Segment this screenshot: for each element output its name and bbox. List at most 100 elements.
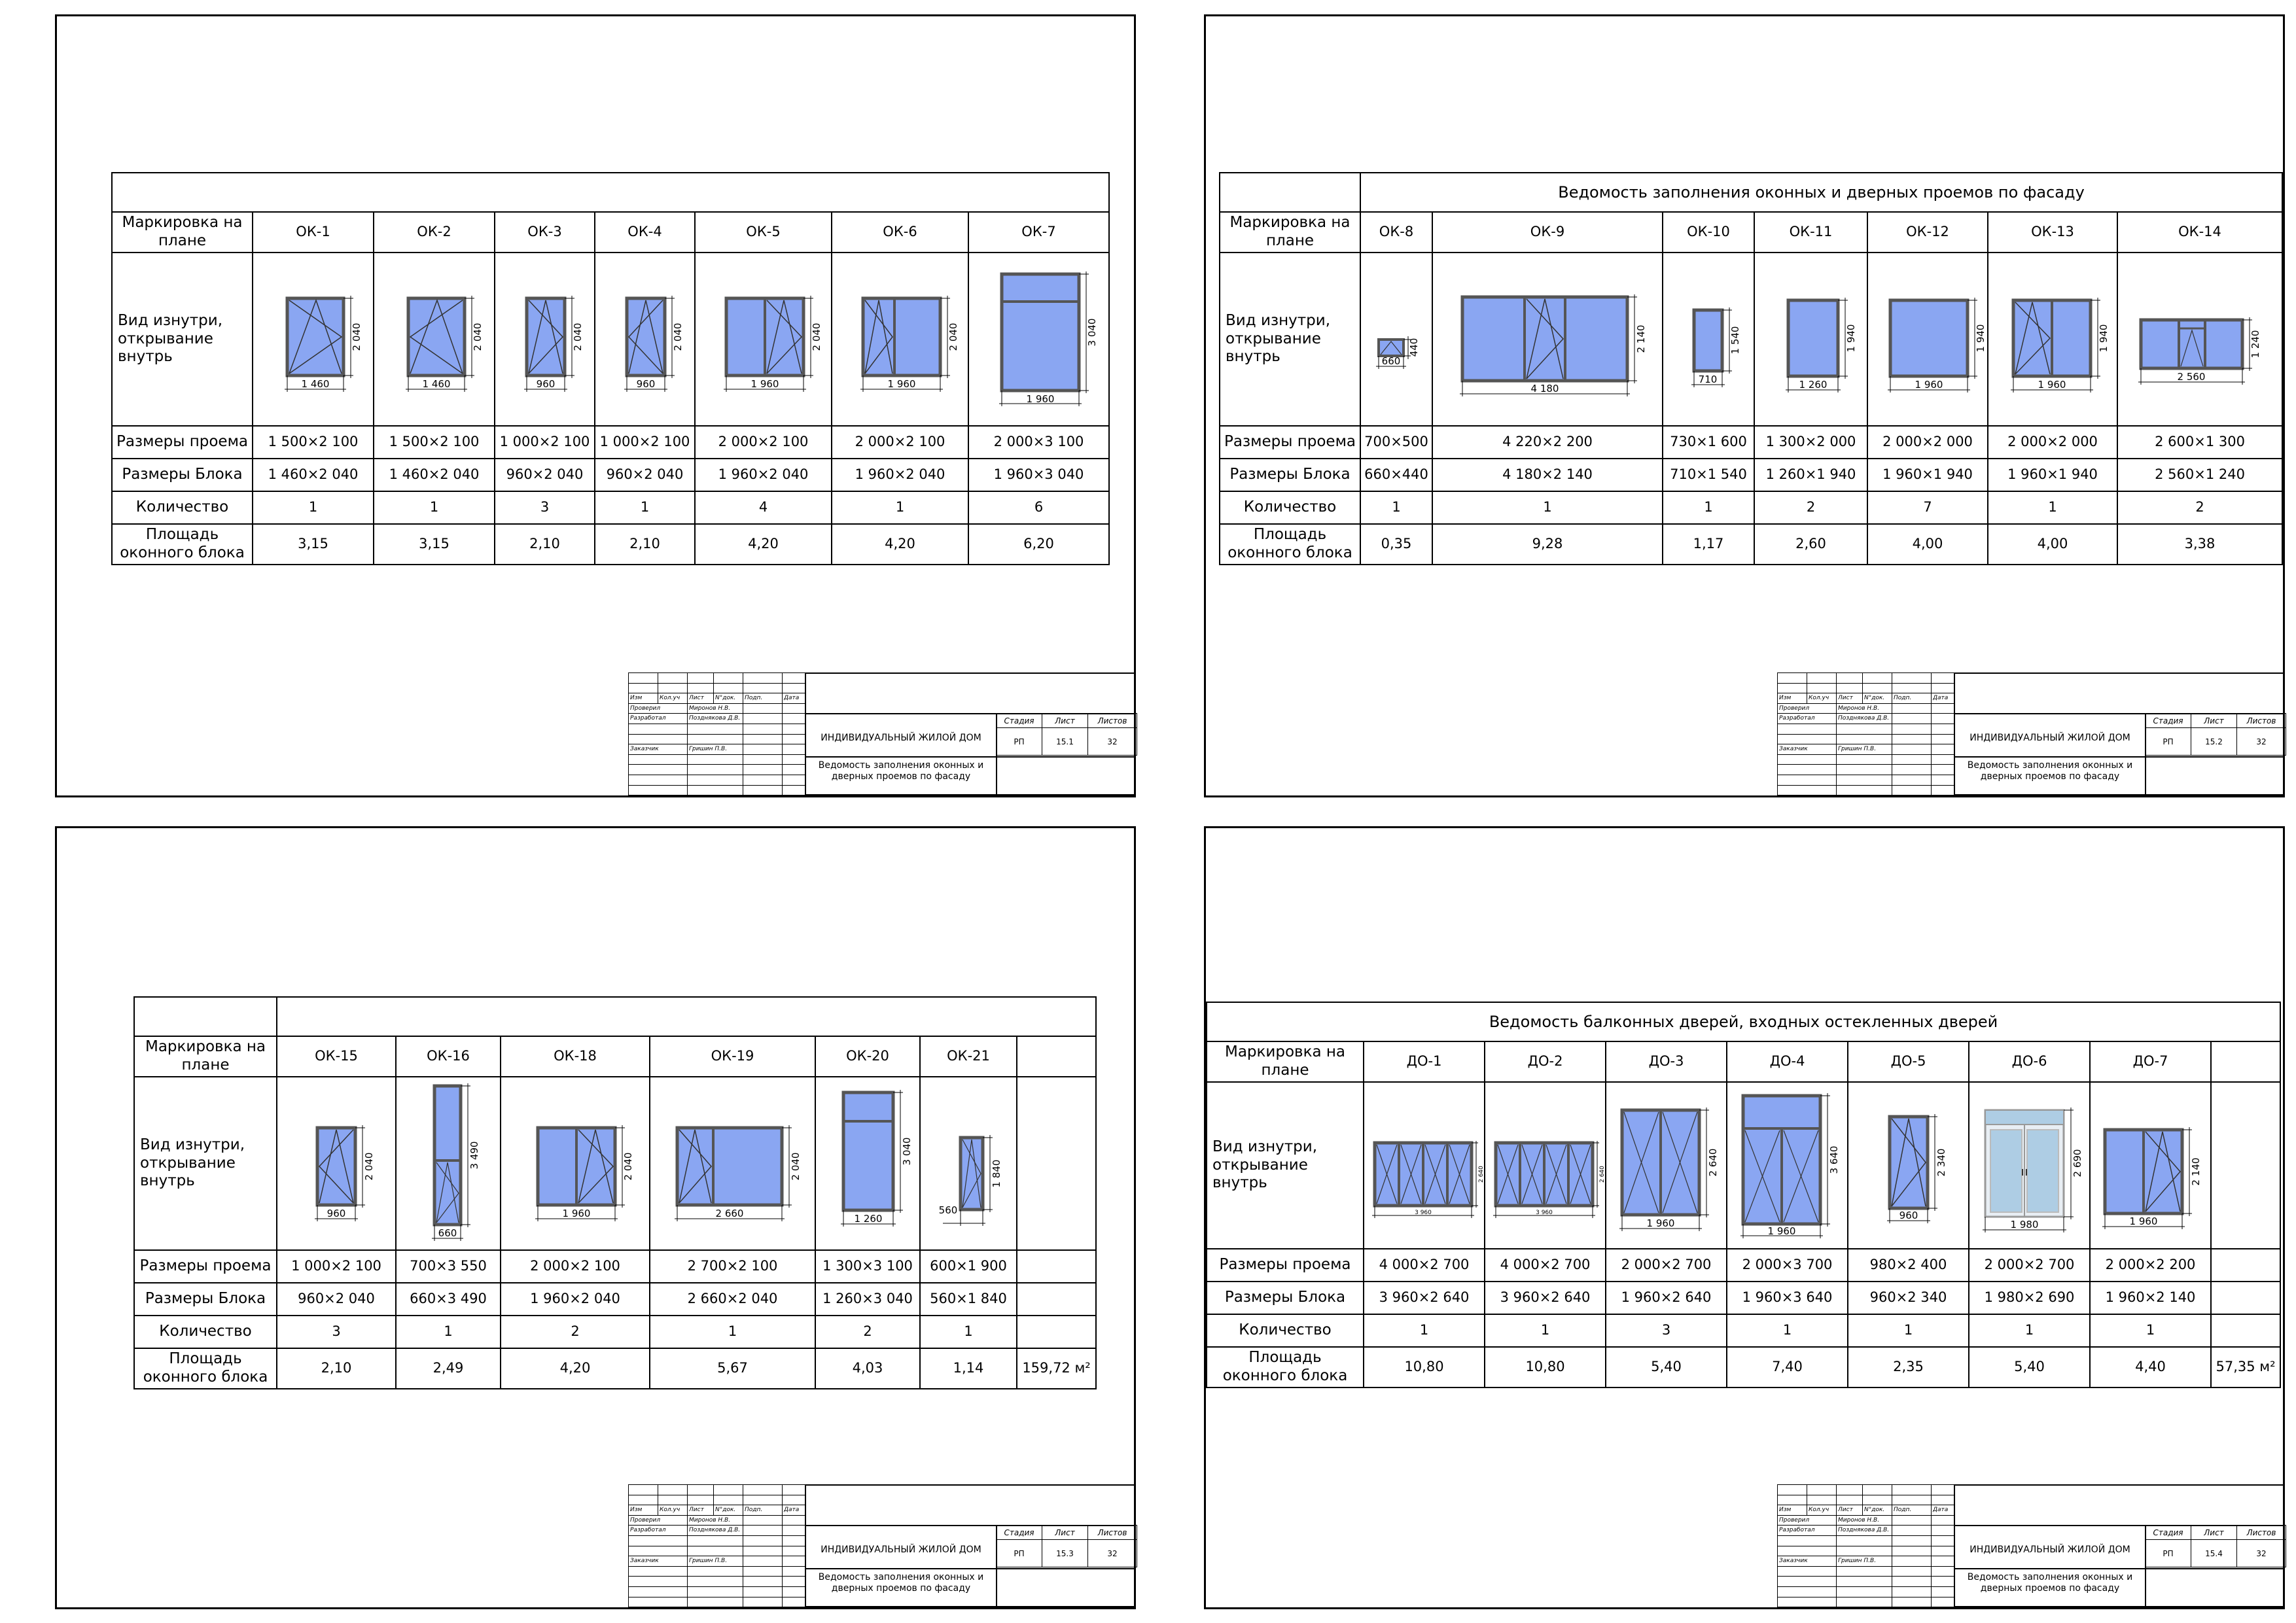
quantity: 1: [649, 1315, 816, 1349]
empty-cell: [2210, 1081, 2282, 1249]
quantity: 4: [694, 491, 832, 525]
quantity: 1: [373, 491, 495, 525]
quantity: 1: [919, 1315, 1017, 1349]
window-drawing-cell: 960 2 040: [594, 252, 696, 427]
opening-size: 600×1 900: [919, 1249, 1017, 1283]
row-label-opening: Размеры проема: [111, 425, 253, 459]
window-drawing-cell: 710 1 540: [1662, 252, 1755, 427]
quantity: 1: [1847, 1314, 1969, 1348]
door-drawing-cell: 3 960 2 640: [1363, 1081, 1485, 1249]
window-drawing-cell: 1 960 3 040: [968, 252, 1110, 427]
project-name: ИНДИВИДУАЛЬНЫЙ ЖИЛОЙ ДОМ: [1969, 1544, 2130, 1555]
area: 1,14: [919, 1348, 1017, 1389]
quantity: 3: [1605, 1314, 1727, 1348]
area: 5,40: [1968, 1346, 2091, 1388]
row-label-area: Площадь оконного блока: [111, 523, 253, 565]
window-drawing-cell: 1 960 2 040: [694, 252, 832, 427]
title-block-4: Изм Кол.уч Лист N°док. Подп. Дата Проверил Мир…: [1777, 1484, 2286, 1608]
quantity: 1: [1987, 491, 2118, 525]
block-size: 1 960×2 140: [2089, 1281, 2212, 1315]
dim-width: 3 960: [1415, 1210, 1432, 1216]
dim-height: 2 140: [1635, 324, 1647, 353]
opening-size: 1 500×2 100: [252, 425, 374, 459]
window-drawing-ok-7: 1 960 3 040: [998, 271, 1098, 406]
area: 2,10: [276, 1348, 397, 1389]
block-size: 1 960×3 040: [968, 458, 1110, 492]
schedule-table-2: Ведомость заполнения оконных и дверных п…: [1219, 172, 2284, 565]
area: 3,15: [252, 523, 374, 565]
empty-cell: [2210, 1041, 2282, 1083]
door-drawing-cell: 960 2 340: [1847, 1081, 1969, 1249]
empty-cell: [1016, 1036, 1097, 1077]
opening-size: 2 000×2 700: [1605, 1248, 1727, 1282]
block-size: 4 180×2 140: [1432, 458, 1663, 492]
dim-width: 560: [939, 1204, 958, 1216]
area: 4,20: [694, 523, 832, 565]
dim-width: 1 960: [2038, 379, 2066, 391]
row-label-block: Размеры Блока: [1206, 1281, 1364, 1315]
row-label-block: Размеры Блока: [133, 1282, 277, 1316]
block-size: 560×1 840: [919, 1282, 1017, 1316]
window-drawing-ok-5: 1 960 2 040: [723, 295, 822, 392]
window-drawing-cell: 1 460 2 040: [252, 252, 374, 427]
opening-size: 2 000×2 700: [1968, 1248, 2091, 1282]
window-drawing-ok-11: 1 260 1 940: [1785, 297, 1857, 393]
window-drawing-ok-19: 2 660 2 040: [674, 1125, 802, 1221]
row-label-block: Размеры Блока: [1219, 458, 1361, 492]
row-label-qty: Количество: [1219, 491, 1361, 525]
opening-size: 4 000×2 700: [1484, 1248, 1606, 1282]
opening-size: 1 300×2 000: [1754, 425, 1868, 459]
mark-cell: ОК-11: [1754, 211, 1868, 253]
sheet-name: Ведомость заполнения оконных и дверных п…: [1967, 760, 2133, 782]
block-size: 1 960×2 640: [1605, 1281, 1727, 1315]
area: 7,40: [1726, 1346, 1848, 1388]
window-drawing-ok-4: 960 2 040: [624, 295, 684, 392]
block-size: 2 660×2 040: [649, 1282, 816, 1316]
row-label-mark: Маркировка на плане: [1206, 1041, 1364, 1083]
window-drawing-ok-10: 710 1 540: [1691, 307, 1741, 387]
opening-size: 2 000×2 100: [831, 425, 969, 459]
dim-height: 2 140: [2190, 1157, 2202, 1185]
schedule-title: [111, 172, 1110, 213]
row-label-area: Площадь оконного блока: [1219, 523, 1361, 565]
dim-width: 1 260: [855, 1213, 883, 1225]
opening-size: 700×500: [1360, 425, 1433, 459]
mark-cell: ОК-15: [276, 1036, 397, 1077]
window-drawing-cell: 1 460 2 040: [373, 252, 495, 427]
mark-cell: ОК-18: [500, 1036, 650, 1077]
block-size: 1 960×3 640: [1726, 1281, 1848, 1315]
window-drawing-cell: 1 260 3 040: [815, 1076, 921, 1251]
dim-width: 660: [438, 1227, 457, 1239]
block-size: 1 260×1 940: [1754, 458, 1868, 492]
opening-size: 2 000×3 700: [1726, 1248, 1848, 1282]
dim-width: 710: [1699, 374, 1718, 385]
quantity: 1: [1360, 491, 1433, 525]
mark-cell: ОК-5: [694, 211, 832, 253]
dim-width: 960: [1899, 1210, 1918, 1221]
row-label-block: Размеры Блока: [111, 458, 253, 492]
empty-cell: [1016, 1076, 1097, 1251]
dim-width: 1 960: [751, 378, 779, 390]
schedule-title: Ведомость балконных дверей, входных осте…: [1205, 1002, 2282, 1042]
door-drawing-do-3: 1 960 2 640: [1619, 1107, 1719, 1231]
mark-cell: ОК-3: [494, 211, 595, 253]
area: 2,35: [1847, 1346, 1969, 1388]
title-block-3: Изм Кол.уч Лист N°док. Подп. Дата Проверил Мир…: [628, 1484, 1137, 1608]
dim-height: 2 040: [351, 323, 362, 351]
window-drawing-ok-6: 1 960 2 040: [860, 295, 959, 392]
row-label-view: Вид изнутри, открывание внутрь: [133, 1076, 277, 1251]
block-size: 1 960×1 940: [1987, 458, 2118, 492]
quantity: 7: [1867, 491, 1988, 525]
opening-size: 2 600×1 300: [2116, 425, 2284, 459]
dim-height: 3 040: [901, 1137, 913, 1165]
block-size: 3 960×2 640: [1363, 1281, 1485, 1315]
quantity: 1: [395, 1315, 501, 1349]
quantity: 1: [1484, 1314, 1606, 1348]
quantity: 1: [1432, 491, 1663, 525]
block-size: 1 960×2 040: [500, 1282, 650, 1316]
row-label-qty: Количество: [1206, 1314, 1364, 1348]
window-drawing-cell: 2 660 2 040: [649, 1076, 816, 1251]
window-drawing-ok-3: 960 2 040: [523, 295, 584, 392]
dim-height: 2 040: [472, 323, 484, 351]
quantity: 1: [252, 491, 374, 525]
